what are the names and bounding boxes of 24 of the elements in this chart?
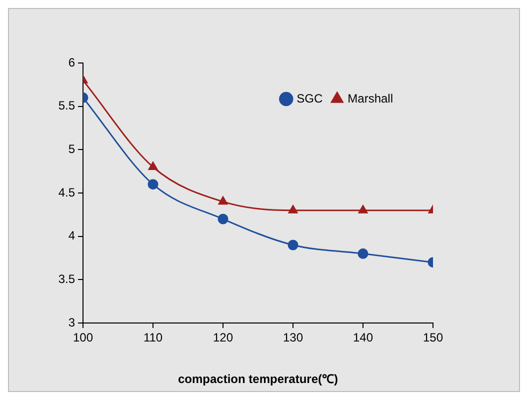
x-tick-label: 130: [282, 330, 304, 345]
y-tick-label: 6: [68, 55, 76, 70]
point: [358, 248, 368, 259]
y-tick-label: 4.5: [58, 185, 76, 200]
point: [358, 205, 368, 214]
point: [148, 162, 158, 170]
y-tick-label: 3.5: [58, 272, 76, 286]
x-tick-label: 100: [72, 330, 94, 345]
y-tick-label: 3: [68, 315, 76, 330]
x-tick-label: 150: [422, 330, 444, 345]
point: [218, 196, 228, 205]
point: [288, 240, 298, 250]
y-tick-label: 4: [68, 228, 76, 243]
x-tick-label: 110: [143, 330, 163, 345]
x-axis-title: compaction temperature(℃): [178, 372, 338, 386]
x-tick-label: 120: [212, 330, 234, 345]
y-tick-label: 5: [68, 142, 76, 156]
y-tick-label: 5.5: [58, 98, 76, 113]
x-tick-label: 140: [352, 330, 374, 345]
point: [148, 179, 158, 190]
point: [288, 205, 298, 214]
legend-label: SGC: [296, 91, 323, 106]
legend-label: Marshall: [348, 91, 394, 106]
point: [218, 214, 228, 224]
